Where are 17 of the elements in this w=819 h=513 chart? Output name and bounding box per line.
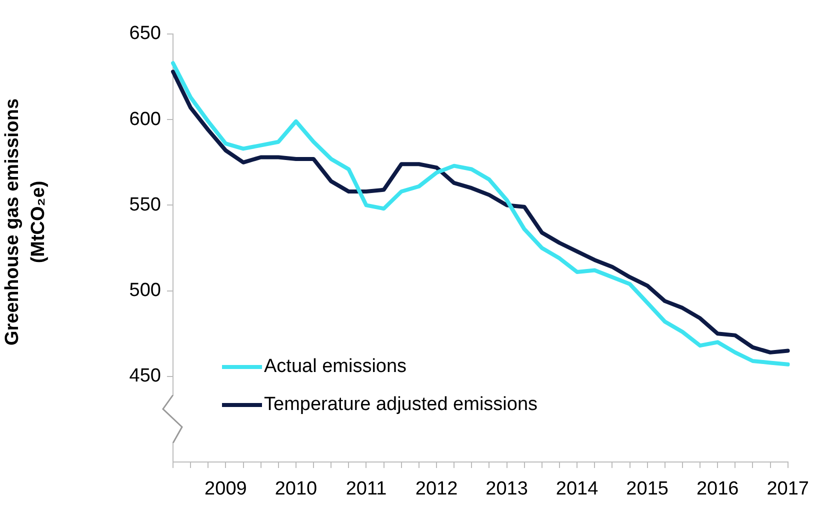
- y-tick-label: 500: [129, 280, 161, 302]
- y-tick-label: 650: [129, 23, 161, 44]
- y-tick-label: 600: [129, 108, 161, 130]
- y-axis-title: Greenhouse gas emissions (MtCO₂e): [1, 97, 50, 348]
- x-tick-label: 2015: [626, 478, 668, 500]
- legend-label: Actual emissions: [264, 356, 407, 378]
- legend-label: Temperature adjusted emissions: [264, 394, 538, 416]
- x-tick-label: 2011: [346, 478, 387, 500]
- x-tick-label: 2012: [415, 478, 458, 500]
- y-tick-label: 450: [129, 366, 161, 387]
- x-tick-label: 2017: [766, 478, 810, 500]
- x-tick-label: 2014: [556, 478, 599, 500]
- x-tick-label: 2010: [274, 478, 318, 500]
- x-tick-label: 2016: [696, 478, 739, 500]
- x-tick-label: 2013: [486, 478, 528, 500]
- y-tick-label: 550: [129, 194, 161, 216]
- x-tick-label: 2009: [204, 478, 247, 500]
